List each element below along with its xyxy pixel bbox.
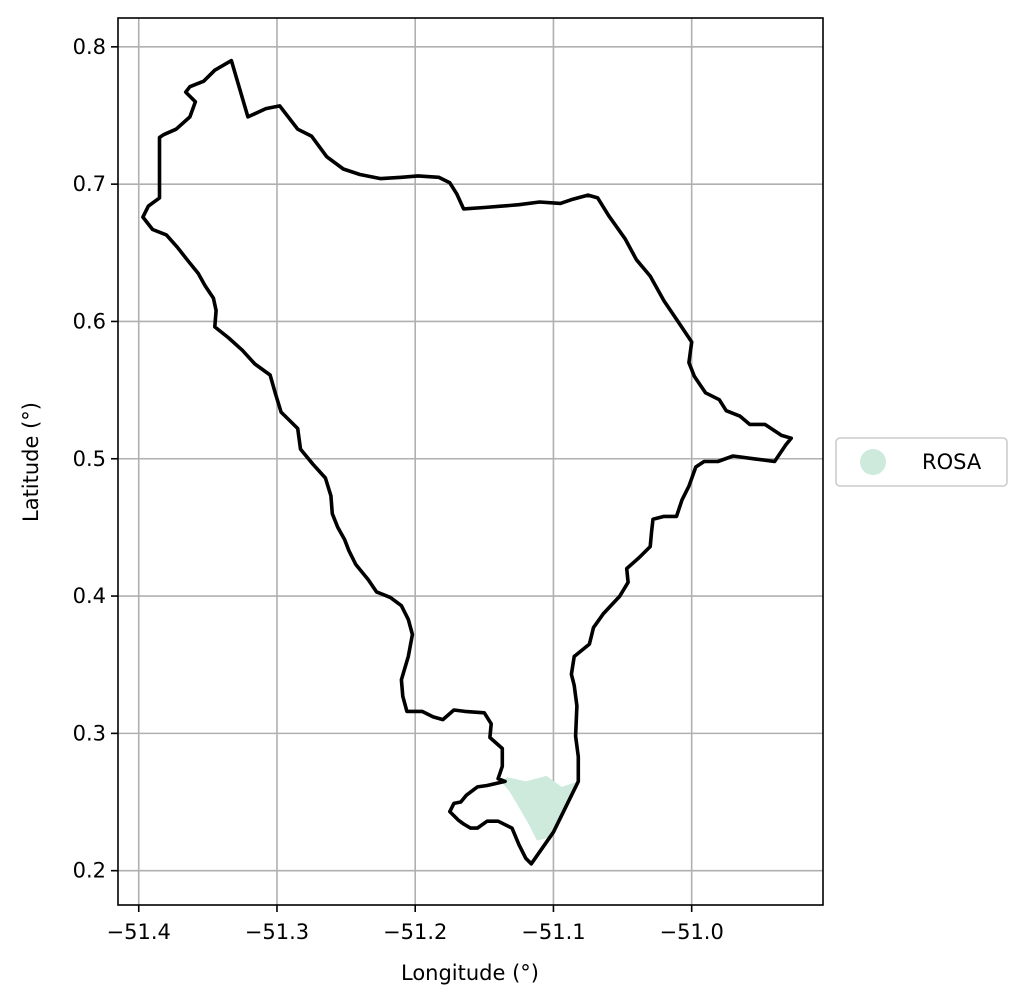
y-tick-label: 0.6 — [73, 309, 106, 333]
region-rosa — [500, 775, 579, 841]
x-tick-label: −51.0 — [659, 920, 723, 944]
y-tick-label: 0.4 — [73, 584, 106, 608]
legend-label: ROSA — [922, 450, 982, 474]
y-tick-label: 0.8 — [73, 35, 106, 59]
x-tick-label: −51.4 — [107, 920, 171, 944]
legend-marker — [860, 449, 886, 475]
y-axis-label: Latitude (°) — [19, 402, 43, 522]
legend: ROSA — [835, 437, 1008, 487]
region-layer — [500, 775, 579, 841]
x-tick-label: −51.3 — [245, 920, 309, 944]
y-tick-label: 0.3 — [73, 721, 106, 745]
y-tick-label: 0.7 — [73, 172, 106, 196]
legend-frame — [835, 437, 1008, 487]
x-axis-label: Longitude (°) — [401, 961, 539, 985]
boundary-outline — [141, 58, 794, 866]
plot-frame — [117, 17, 824, 906]
x-tick-label: −51.2 — [383, 920, 447, 944]
boundary-layer — [141, 58, 794, 866]
y-tick-label: 0.2 — [73, 859, 106, 883]
x-tick-label: −51.1 — [521, 920, 585, 944]
grid-lines — [118, 18, 823, 905]
y-tick-label: 0.5 — [73, 447, 106, 471]
axis-ticks: −51.4 −51.3 −51.2 −51.1 −51.0 0.2 0.3 0.4 0.5 0.6… — [73, 35, 724, 944]
